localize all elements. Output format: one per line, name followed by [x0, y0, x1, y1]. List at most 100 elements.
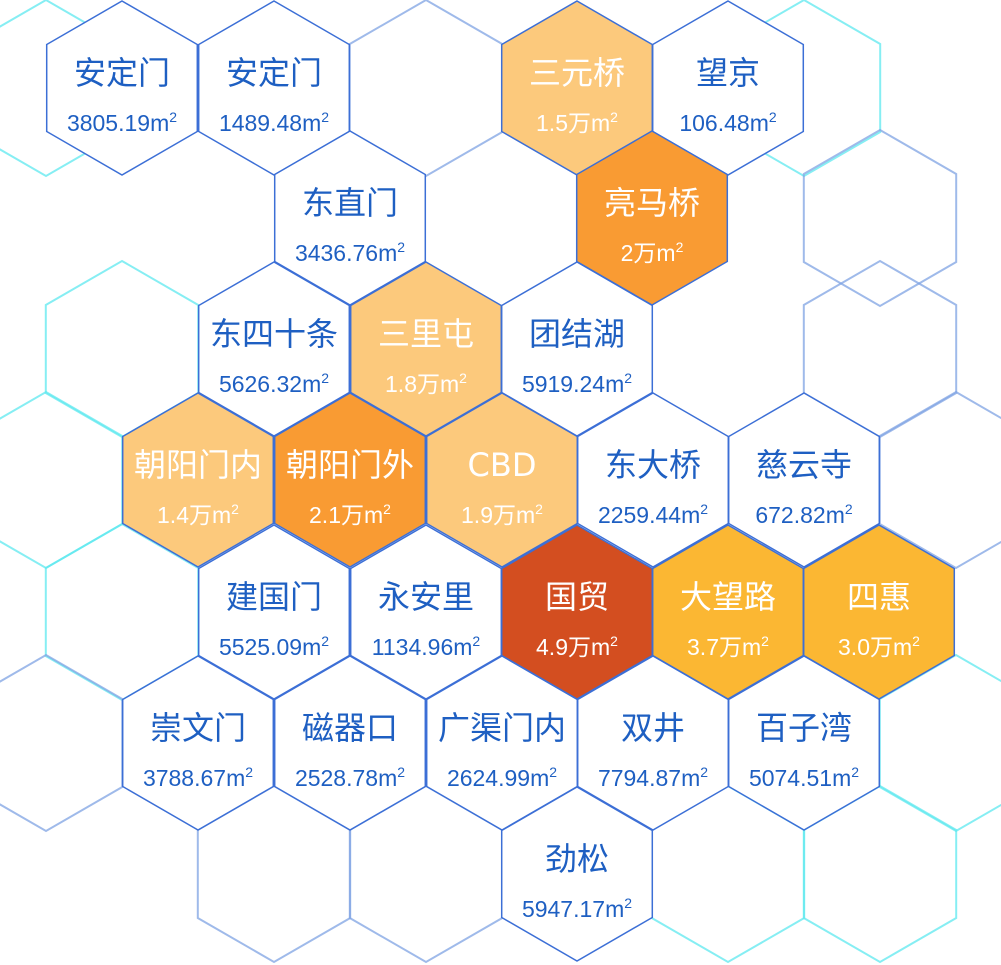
district-hex-shape [197, 524, 351, 700]
district-name: 东大桥 [605, 446, 701, 484]
district-area: 2528.78m2 [295, 764, 405, 791]
district-area-unit: m [826, 502, 845, 528]
district-area: 1489.48m2 [219, 109, 329, 136]
district-hex-shape [727, 655, 881, 831]
district-area-unit: m [302, 110, 321, 136]
district-area: 3.0万m2 [838, 633, 920, 660]
district-area-unit-power: 2 [245, 764, 253, 780]
district-area: 1.5万m2 [536, 109, 618, 136]
district-area-unit: m [212, 502, 231, 528]
district-area-unit-power: 2 [383, 501, 391, 517]
district-area-value: 3805.19 [67, 110, 150, 136]
district-area: 2.1万m2 [309, 501, 391, 528]
district-area-unit-power: 2 [676, 239, 684, 255]
district-hex: CBD 1.9万m2 [425, 392, 579, 568]
district-hex: 慈云寺 672.82m2 [727, 392, 881, 568]
district-area: 672.82m2 [755, 501, 853, 528]
district-area-unit-power: 2 [169, 109, 177, 125]
district-hex-shape [121, 392, 275, 568]
district-name: 大望路 [680, 578, 776, 616]
district-hex: 广渠门内 2624.99m2 [425, 655, 579, 831]
district-area-unit: m [681, 765, 700, 791]
district-area: 3805.19m2 [67, 109, 177, 136]
district-hex: 东大桥 2259.44m2 [576, 392, 730, 568]
district-name: 望京 [696, 54, 760, 92]
district-area: 1.9万m2 [461, 501, 543, 528]
background-frame-hex [0, 390, 124, 570]
district-area: 5626.32m2 [219, 370, 329, 397]
district-name: 广渠门内 [438, 709, 566, 747]
district-area-value: 2.1万 [309, 502, 364, 528]
district-area-unit-power: 2 [610, 633, 618, 649]
district-area-unit: m [656, 240, 675, 266]
district-name: 朝阳门外 [286, 446, 414, 484]
district-area-unit: m [378, 765, 397, 791]
district-hex: 朝阳门外 2.1万m2 [273, 392, 427, 568]
district-hex: 东直门 3436.76m2 [273, 130, 427, 306]
district-area-unit-power: 2 [624, 895, 632, 911]
district-area: 5919.24m2 [522, 370, 632, 397]
district-area-unit: m [364, 502, 383, 528]
district-area: 2624.99m2 [447, 764, 557, 791]
district-area-unit: m [591, 634, 610, 660]
district-area: 4.9万m2 [536, 633, 618, 660]
district-hex: 崇文门 3788.67m2 [121, 655, 275, 831]
district-name: 三元桥 [529, 54, 625, 92]
district-area-value: 2624.99 [447, 765, 530, 791]
district-name: 磁器口 [302, 709, 398, 747]
district-area-unit-power: 2 [761, 633, 769, 649]
district-area-unit: m [302, 371, 321, 397]
district-name: 双井 [621, 709, 685, 747]
district-area-unit: m [530, 765, 549, 791]
district-area-unit-power: 2 [851, 764, 859, 780]
district-area-value: 2259.44 [598, 502, 681, 528]
district-hex: 百子湾 5074.51m2 [727, 655, 881, 831]
district-area-unit-power: 2 [231, 501, 239, 517]
district-hex: 安定门 3805.19m2 [45, 0, 199, 176]
district-area-value: 672.82 [755, 502, 825, 528]
district-hex: 亮马桥 2万m2 [575, 130, 729, 306]
district-area-unit: m [591, 110, 610, 136]
district-hex: 东四十条 5626.32m2 [197, 261, 351, 437]
district-area-unit-power: 2 [535, 501, 543, 517]
district-area-unit: m [742, 634, 761, 660]
district-area-unit: m [832, 765, 851, 791]
district-area: 1134.96m2 [372, 633, 481, 660]
district-hex-shape [727, 392, 881, 568]
district-area-value: 3436.76 [295, 240, 378, 266]
district-area-value: 5626.32 [219, 371, 302, 397]
district-area: 3436.76m2 [295, 239, 405, 266]
district-name: 国贸 [545, 578, 609, 616]
district-area-unit-power: 2 [549, 764, 557, 780]
district-area: 3.7万m2 [687, 633, 769, 660]
district-name: 百子湾 [756, 709, 852, 747]
background-frame-hex [0, 653, 124, 833]
district-name: 永安里 [378, 578, 474, 616]
district-name: 安定门 [226, 54, 322, 92]
district-area-value: 2528.78 [295, 765, 378, 791]
district-area-unit-power: 2 [472, 633, 480, 649]
district-area-unit-power: 2 [397, 764, 405, 780]
district-area: 7794.87m2 [598, 764, 708, 791]
district-area-unit-power: 2 [321, 109, 329, 125]
district-area-unit: m [681, 502, 700, 528]
district-name: 东直门 [302, 184, 398, 222]
district-hex-shape [273, 130, 427, 306]
district-hex-shape [197, 261, 351, 437]
district-area: 2万m2 [621, 239, 684, 266]
district-area: 1.8万m2 [385, 370, 467, 397]
district-area-unit-power: 2 [700, 501, 708, 517]
district-area-unit-power: 2 [459, 370, 467, 386]
district-area-unit-power: 2 [700, 764, 708, 780]
district-area-unit: m [605, 896, 624, 922]
district-area-unit: m [378, 240, 397, 266]
district-area-value: 2万 [621, 240, 657, 266]
district-area: 5525.09m2 [219, 633, 329, 660]
district-name: 崇文门 [150, 709, 246, 747]
district-area: 106.48m2 [679, 109, 777, 136]
district-hex: 安定门 1489.48m2 [197, 0, 351, 176]
district-hex: 双井 7794.87m2 [576, 655, 730, 831]
district-area-value: 5525.09 [219, 634, 302, 660]
district-area-value: 106.48 [679, 110, 749, 136]
